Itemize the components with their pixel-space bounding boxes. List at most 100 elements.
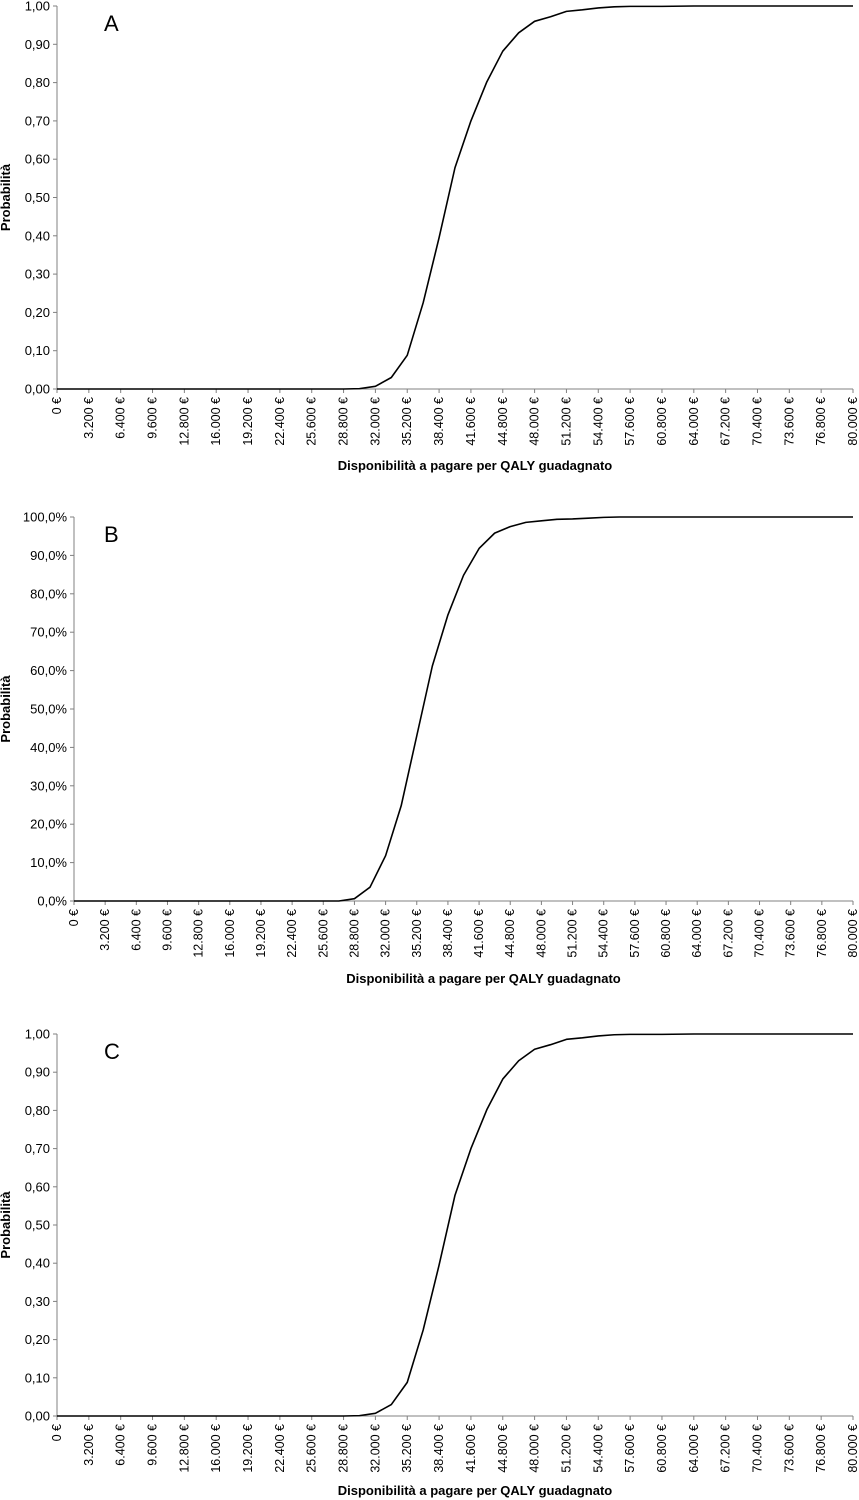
x-tick-label: 9.600 € — [146, 397, 160, 439]
x-tick-label: 57.600 € — [623, 397, 637, 446]
x-tick-label: 44.800 € — [496, 1424, 510, 1473]
y-tick-label: 0,70 — [25, 1141, 50, 1156]
panel-label: B — [104, 522, 119, 547]
x-tick-label: 64.000 € — [687, 397, 701, 446]
y-tick-label: 90,0% — [30, 548, 67, 563]
x-tick-label: 57.600 € — [628, 909, 642, 958]
x-tick-label: 22.400 € — [285, 909, 299, 958]
x-tick-label: 16.000 € — [209, 397, 223, 446]
y-axis-title: Probabilità — [0, 163, 13, 231]
x-tick-label: 12.800 € — [177, 1424, 191, 1473]
y-tick-label: 0,80 — [25, 1103, 50, 1118]
y-tick-label: 0,40 — [25, 1256, 50, 1271]
y-tick-label: 1,00 — [25, 1027, 50, 1042]
x-tick-label: 32.000 € — [368, 397, 382, 446]
x-tick-label: 38.400 € — [432, 1424, 446, 1473]
x-tick-label: 12.800 € — [177, 397, 191, 446]
x-tick-label: 35.200 € — [400, 1424, 414, 1473]
x-tick-label: 48.000 € — [528, 397, 542, 446]
y-tick-label: 0,90 — [25, 37, 50, 52]
x-tick-label: 48.000 € — [534, 909, 548, 958]
y-axis-title: Probabilità — [0, 1191, 13, 1259]
x-tick-label: 9.600 € — [146, 1424, 160, 1466]
x-tick-label: 73.600 € — [782, 397, 796, 446]
y-tick-label: 0,40 — [25, 228, 50, 243]
chart-panel-a: 0,00 0,10 0,20 0,30 0,40 0,50 0,60 0,70 0,80 0,90… — [0, 0, 859, 473]
y-tick-label: 0,0% — [37, 894, 67, 909]
x-axis-title: Disponibilità a pagare per QALY guadagna… — [338, 1483, 613, 1498]
x-tick-label: 6.400 € — [114, 397, 128, 439]
y-tick-label: 60,0% — [30, 663, 67, 678]
y-tick-label: 1,00 — [25, 0, 50, 14]
x-tick-label: 51.200 € — [559, 1424, 573, 1473]
x-tick-label: 32.000 € — [379, 909, 393, 958]
x-axis-title: Disponibilità a pagare per QALY guadagna… — [346, 971, 621, 986]
x-tick-label: 41.600 € — [464, 397, 478, 446]
x-tick-label: 19.200 € — [241, 1424, 255, 1473]
y-axis-title: Probabilità — [0, 675, 13, 743]
y-tick-label: 70,0% — [30, 625, 67, 640]
x-tick-label: 19.200 € — [241, 397, 255, 446]
x-tick-label: 44.800 € — [503, 909, 517, 958]
x-tick-label: 28.800 € — [337, 1424, 351, 1473]
x-tick-label: 25.600 € — [305, 397, 319, 446]
x-tick-label: 38.400 € — [432, 397, 446, 446]
x-tick-label: 60.800 € — [655, 397, 669, 446]
x-tick-label: 80.000 € — [846, 397, 859, 446]
x-tick-label: 67.200 € — [721, 909, 735, 958]
series-line — [57, 5, 853, 390]
x-tick-label: 0 € — [50, 1424, 64, 1441]
x-tick-label: 76.800 € — [814, 1424, 828, 1473]
x-tick-label: 73.600 € — [782, 1424, 796, 1473]
series-line — [74, 516, 853, 902]
x-tick-label: 54.400 € — [591, 397, 605, 446]
y-tick-label: 0,20 — [25, 305, 50, 320]
y-tick-label: 0,80 — [25, 75, 50, 90]
y-tick-label: 0,10 — [25, 1370, 50, 1385]
x-tick-label: 28.800 € — [337, 397, 351, 446]
y-tick-label: 30,0% — [30, 778, 67, 793]
y-tick-label: 0,10 — [25, 343, 50, 358]
y-tick-label: 40,0% — [30, 740, 67, 755]
x-tick-label: 25.600 € — [316, 909, 330, 958]
x-tick-label: 25.600 € — [305, 1424, 319, 1473]
y-tick-label: 0,90 — [25, 1065, 50, 1080]
x-tick-label: 3.200 € — [82, 397, 96, 439]
x-tick-label: 54.400 € — [591, 1424, 605, 1473]
x-tick-label: 60.800 € — [659, 909, 673, 958]
x-tick-label: 67.200 € — [719, 1424, 733, 1473]
x-tick-label: 0 € — [67, 909, 81, 926]
panel-label: A — [104, 11, 119, 36]
x-tick-label: 67.200 € — [719, 397, 733, 446]
x-tick-label: 76.800 € — [815, 909, 829, 958]
series-line — [57, 1033, 853, 1417]
x-tick-label: 51.200 € — [559, 397, 573, 446]
x-tick-label: 80.000 € — [846, 909, 859, 958]
x-tick-label: 70.400 € — [753, 909, 767, 958]
y-tick-label: 100,0% — [23, 510, 68, 525]
x-tick-label: 48.000 € — [528, 1424, 542, 1473]
x-tick-label: 60.800 € — [655, 1424, 669, 1473]
x-tick-label: 19.200 € — [254, 909, 268, 958]
y-tick-label: 0,70 — [25, 113, 50, 128]
x-tick-label: 28.800 € — [347, 909, 361, 958]
y-tick-label: 0,00 — [25, 1409, 50, 1424]
x-tick-label: 76.800 € — [814, 397, 828, 446]
x-tick-label: 12.800 € — [192, 909, 206, 958]
x-tick-label: 3.200 € — [82, 1424, 96, 1466]
x-tick-label: 51.200 € — [566, 909, 580, 958]
y-tick-label: 80,0% — [30, 586, 67, 601]
x-tick-label: 16.000 € — [209, 1424, 223, 1473]
y-tick-label: 0,60 — [25, 152, 50, 167]
y-tick-label: 0,20 — [25, 1332, 50, 1347]
y-tick-label: 0,60 — [25, 1179, 50, 1194]
x-tick-label: 3.200 € — [98, 909, 112, 951]
x-tick-label: 35.200 € — [410, 909, 424, 958]
x-tick-label: 64.000 € — [690, 909, 704, 958]
y-tick-label: 50,0% — [30, 702, 67, 717]
x-tick-label: 70.400 € — [750, 1424, 764, 1473]
x-tick-label: 70.400 € — [750, 397, 764, 446]
x-tick-label: 16.000 € — [223, 909, 237, 958]
y-tick-label: 0,50 — [25, 1218, 50, 1233]
